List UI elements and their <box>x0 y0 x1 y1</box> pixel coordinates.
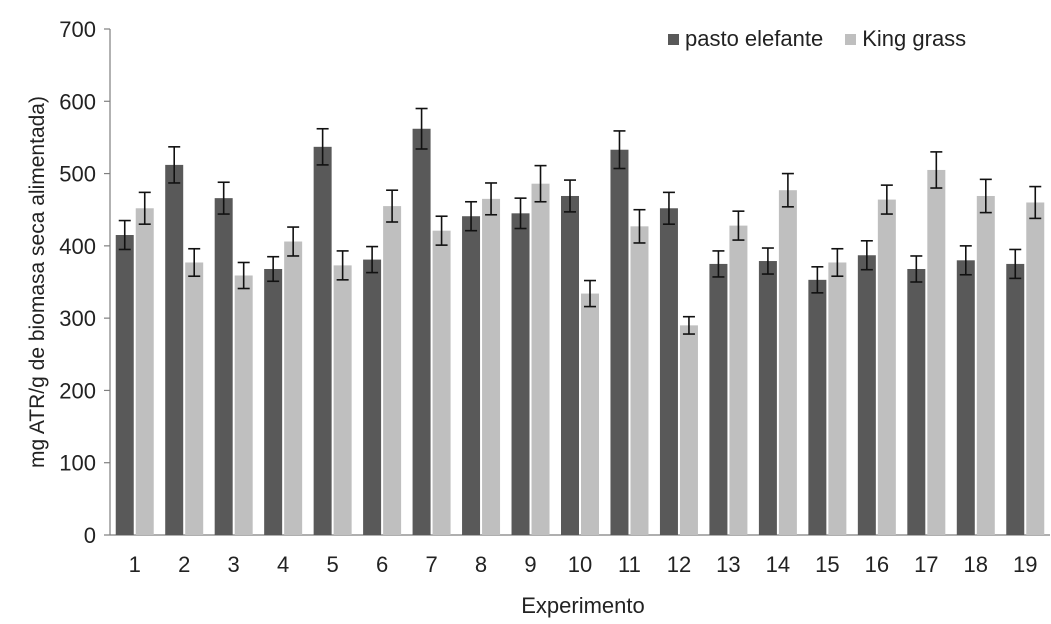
x-tick-label: 16 <box>865 552 889 577</box>
x-tick-label: 8 <box>475 552 487 577</box>
y-tick-label: 500 <box>59 162 96 187</box>
bars-group <box>115 107 1045 536</box>
legend-label-pasto-elefante: pasto elefante <box>685 26 824 51</box>
bar-pasto-elefante <box>363 259 382 535</box>
bar-pasto-elefante <box>412 128 431 536</box>
x-tick-label: 11 <box>618 552 641 577</box>
x-tick-label: 19 <box>1013 552 1037 577</box>
bar-king-grass <box>581 293 599 535</box>
y-tick-label: 100 <box>59 451 96 476</box>
bar-pasto-elefante <box>907 268 926 535</box>
bar-king-grass <box>531 183 550 536</box>
bar-king-grass <box>234 275 253 535</box>
x-tick-label: 3 <box>228 552 240 577</box>
x-tick-label: 7 <box>425 552 437 577</box>
bar-pasto-elefante <box>709 263 728 535</box>
legend-swatch-pasto-elefante <box>668 33 679 45</box>
y-tick-label: 300 <box>59 306 96 331</box>
bar-pasto-elefante <box>214 198 233 536</box>
bar-king-grass <box>482 198 501 535</box>
bar-king-grass <box>729 225 748 536</box>
y-axis-title: mg ATR/g de biomasa seca alimentada) <box>26 96 49 468</box>
bar-king-grass <box>383 206 402 535</box>
bar-king-grass <box>135 208 154 536</box>
x-tick-label: 17 <box>914 552 938 577</box>
bar-pasto-elefante <box>956 260 975 535</box>
bar-king-grass <box>185 262 204 535</box>
bar-king-grass <box>976 195 995 536</box>
bar-king-grass <box>828 262 847 535</box>
y-tick-label: 400 <box>59 234 96 259</box>
bar-king-grass <box>432 230 451 536</box>
x-axis-title: Experimento <box>521 593 645 618</box>
y-tick-label: 700 <box>59 17 96 42</box>
x-tick-label: 12 <box>667 552 691 577</box>
y-tick-label: 0 <box>84 523 96 548</box>
bar-pasto-elefante <box>758 261 777 535</box>
bar-pasto-elefante <box>165 164 184 535</box>
legend-item-king-grass: King grass <box>845 26 966 52</box>
x-tick-label: 14 <box>766 552 790 577</box>
bar-king-grass <box>630 226 649 535</box>
bar-pasto-elefante <box>313 146 332 535</box>
bar-pasto-elefante <box>462 216 481 535</box>
x-tick-label: 10 <box>568 552 592 577</box>
bar-pasto-elefante <box>808 279 827 535</box>
legend: pasto elefante King grass <box>668 26 988 52</box>
x-tick-label: 9 <box>524 552 536 577</box>
bar-king-grass <box>1026 202 1045 535</box>
y-tick-label: 200 <box>59 378 96 403</box>
bar-king-grass <box>927 169 946 535</box>
bar-king-grass <box>284 241 303 535</box>
bar-king-grass <box>679 325 698 535</box>
x-tick-label: 4 <box>277 552 289 577</box>
bar-king-grass <box>333 265 352 535</box>
bar-pasto-elefante <box>857 255 876 536</box>
x-tick-label: 5 <box>327 552 339 577</box>
bar-king-grass <box>877 199 896 535</box>
bar-pasto-elefante <box>115 235 134 535</box>
bar-pasto-elefante <box>659 208 678 536</box>
x-tick-label: 15 <box>815 552 839 577</box>
x-axis-ticks: 1 2 3 4 5 6 7 8 9 10 11 12 13 14 15 16 17 18 19 <box>129 552 1038 577</box>
x-tick-label: 13 <box>716 552 740 577</box>
x-tick-label: 1 <box>129 552 141 577</box>
y-tick-label: 600 <box>59 89 96 114</box>
legend-swatch-king-grass <box>845 33 857 45</box>
legend-label-king-grass: King grass <box>862 26 967 51</box>
bar-pasto-elefante <box>264 268 283 535</box>
x-tick-label: 18 <box>964 552 988 577</box>
bar-pasto-elefante <box>1006 263 1025 535</box>
bar-pasto-elefante <box>561 195 579 536</box>
legend-item-pasto-elefante: pasto elefante <box>668 26 823 52</box>
x-tick-label: 2 <box>178 552 190 577</box>
bar-king-grass <box>778 190 797 535</box>
y-axis-ticks: 0 100 200 300 400 500 600 700 <box>59 17 110 548</box>
x-tick-label: 6 <box>376 552 388 577</box>
bar-pasto-elefante <box>610 149 629 535</box>
bar-pasto-elefante <box>511 213 530 536</box>
